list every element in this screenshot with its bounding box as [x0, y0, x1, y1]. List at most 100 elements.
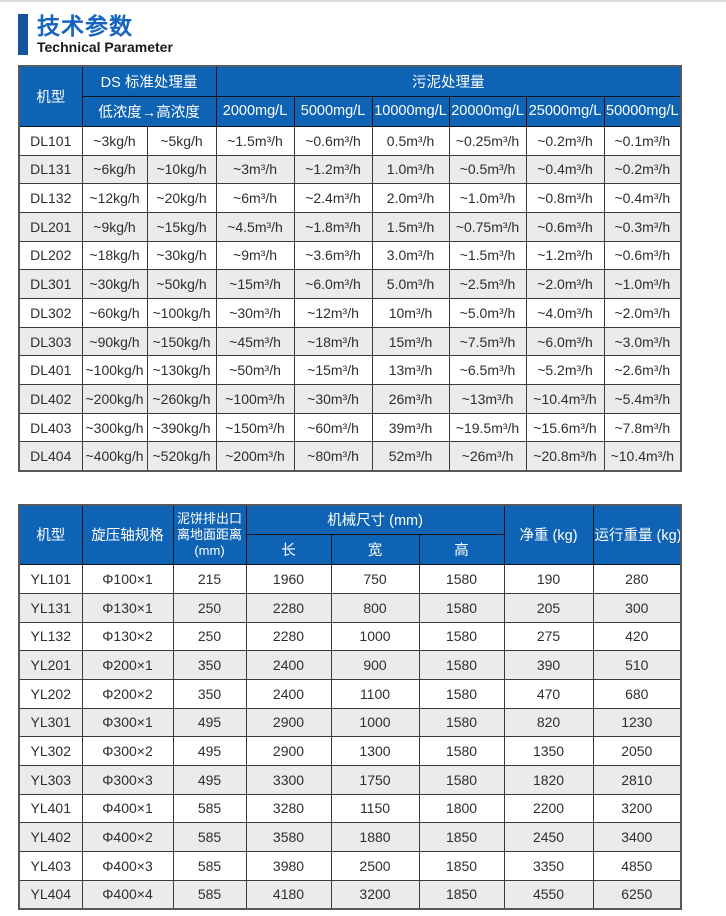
value-cell: ~7.5m³/h: [448, 326, 527, 357]
value-cell: ~130kg/h: [146, 355, 217, 386]
value-cell: Φ100×1: [81, 564, 174, 594]
column-header-5000mgl: 5000mg/L: [293, 95, 373, 127]
value-cell: ~5.4m³/h: [603, 384, 682, 414]
dl-table-header: 机型 DS 标准处理量 污泥处理量 低浓度→高浓度 2000mg/L 5000m…: [18, 65, 682, 127]
table-row: DL131 ~6kg/h ~10kg/h ~3m³/h ~1.2m³/h 1.0m³/h ~…: [18, 154, 682, 185]
value-cell: 3980: [245, 851, 332, 881]
value-cell: 420: [592, 621, 682, 652]
value-cell: ~12kg/h: [81, 183, 148, 213]
model-cell: YL303: [18, 764, 83, 795]
column-header-model: 机型: [18, 504, 83, 566]
table-row: YL403 Φ400×3 585 3980 2500 1850 3350 4850: [18, 851, 682, 881]
value-cell: ~100kg/h: [146, 298, 217, 328]
value-cell: 1580: [418, 564, 505, 594]
value-cell: 5.0m³/h: [371, 269, 450, 300]
model-cell: YL404: [18, 879, 83, 910]
table-row: DL401 ~100kg/h ~130kg/h ~50m³/h ~15m³/h 13m³/…: [18, 355, 682, 386]
value-cell: 4550: [503, 879, 594, 910]
value-cell: ~26m³/h: [448, 441, 527, 472]
value-cell: 3400: [592, 822, 682, 853]
value-cell: ~15m³/h: [293, 355, 373, 386]
table-row: YL402 Φ400×2 585 3580 1880 1850 2450 3400: [18, 822, 682, 853]
value-cell: 1580: [418, 678, 505, 709]
value-cell: Φ400×4: [81, 879, 174, 910]
value-cell: 495: [172, 736, 247, 766]
value-cell: ~0.4m³/h: [525, 154, 605, 185]
value-cell: ~12m³/h: [293, 298, 373, 328]
value-cell: 2280: [245, 621, 332, 652]
value-cell: 2900: [245, 707, 332, 738]
value-cell: 495: [172, 764, 247, 795]
column-header-20000mgl: 20000mg/L: [448, 95, 527, 127]
value-cell: ~200m³/h: [215, 441, 295, 472]
value-cell: 52m³/h: [371, 441, 450, 472]
title-text-group: 技术参数 Technical Parameter: [37, 13, 173, 55]
value-cell: ~6.0m³/h: [525, 326, 605, 357]
value-cell: 585: [172, 822, 247, 853]
value-cell: ~1.8m³/h: [293, 211, 373, 242]
model-cell: YL131: [18, 592, 83, 623]
value-cell: ~3kg/h: [81, 125, 148, 156]
table-row: DL301 ~30kg/h ~50kg/h ~15m³/h ~6.0m³/h 5.0m³/…: [18, 269, 682, 300]
value-cell: ~60m³/h: [293, 412, 373, 443]
yl-parameter-table: 机型 旋压轴规格 泥饼排出口 离地面距离 (mm) 机械尺寸 (mm) 净重 (…: [18, 503, 683, 910]
value-cell: ~390kg/h: [146, 412, 217, 443]
model-cell: YL101: [18, 564, 83, 594]
value-cell: ~0.5m³/h: [448, 154, 527, 185]
table-row: YL302 Φ300×2 495 2900 1300 1580 1350 2050: [18, 736, 682, 766]
value-cell: ~45m³/h: [215, 326, 295, 357]
table-row: YL401 Φ400×1 585 3280 1150 1800 2200 3200: [18, 793, 682, 824]
value-cell: 1850: [418, 822, 505, 853]
value-cell: ~50m³/h: [215, 355, 295, 386]
value-cell: ~1.2m³/h: [525, 240, 605, 271]
value-cell: 585: [172, 793, 247, 824]
value-cell: 280: [592, 564, 682, 594]
value-cell: ~400kg/h: [81, 441, 148, 472]
value-cell: ~30kg/h: [146, 240, 217, 271]
column-header-25000mgl: 25000mg/L: [525, 95, 605, 127]
value-cell: 1580: [418, 621, 505, 652]
value-cell: ~13m³/h: [448, 384, 527, 414]
value-cell: ~1.2m³/h: [293, 154, 373, 185]
value-cell: 250: [172, 621, 247, 652]
table-row: YL301 Φ300×1 495 2900 1000 1580 820 1230: [18, 707, 682, 738]
value-cell: ~90kg/h: [81, 326, 148, 357]
column-header-outlet-height: 泥饼排出口 离地面距离 (mm): [172, 504, 247, 566]
dl-parameter-table: 机型 DS 标准处理量 污泥处理量 低浓度→高浓度 2000mg/L 5000m…: [18, 65, 683, 472]
value-cell: 3200: [330, 879, 420, 910]
table-row: DL303 ~90kg/h ~150kg/h ~45m³/h ~18m³/h 15m³/h…: [18, 326, 682, 357]
value-cell: Φ200×1: [81, 650, 174, 680]
value-cell: ~0.2m³/h: [603, 154, 682, 185]
value-cell: 6250: [592, 879, 682, 910]
column-header-model: 机型: [18, 65, 83, 127]
value-cell: ~0.8m³/h: [525, 183, 605, 213]
value-cell: 1.5m³/h: [371, 211, 450, 242]
yl-table-body: YL101 Φ100×1 215 1960 750 1580 190 280 YL131 Φ130…: [18, 564, 682, 910]
page-title: 技术参数: [37, 13, 133, 39]
value-cell: 3580: [245, 822, 332, 853]
model-cell: DL202: [18, 240, 83, 271]
value-cell: 350: [172, 678, 247, 709]
column-header-50000mgl: 50000mg/L: [603, 95, 682, 127]
section-title: 技术参数 Technical Parameter: [18, 13, 726, 56]
value-cell: ~0.2m³/h: [525, 125, 605, 156]
value-cell: ~300kg/h: [81, 412, 148, 443]
value-cell: ~2.4m³/h: [293, 183, 373, 213]
value-cell: 275: [503, 621, 594, 652]
value-cell: ~30m³/h: [293, 384, 373, 414]
value-cell: 1960: [245, 564, 332, 594]
value-cell: ~2.6m³/h: [603, 355, 682, 386]
value-cell: ~0.6m³/h: [603, 240, 682, 271]
value-cell: ~18kg/h: [81, 240, 148, 271]
value-cell: 2200: [503, 793, 594, 824]
model-cell: YL302: [18, 736, 83, 766]
top-divider: [0, 0, 726, 2]
model-cell: YL202: [18, 678, 83, 709]
model-cell: DL404: [18, 441, 83, 472]
value-cell: ~3.0m³/h: [603, 326, 682, 357]
value-cell: Φ200×2: [81, 678, 174, 709]
value-cell: 1750: [330, 764, 420, 795]
value-cell: ~0.4m³/h: [603, 183, 682, 213]
table-row: YL202 Φ200×2 350 2400 1100 1580 470 680: [18, 678, 682, 709]
model-cell: DL302: [18, 298, 83, 328]
